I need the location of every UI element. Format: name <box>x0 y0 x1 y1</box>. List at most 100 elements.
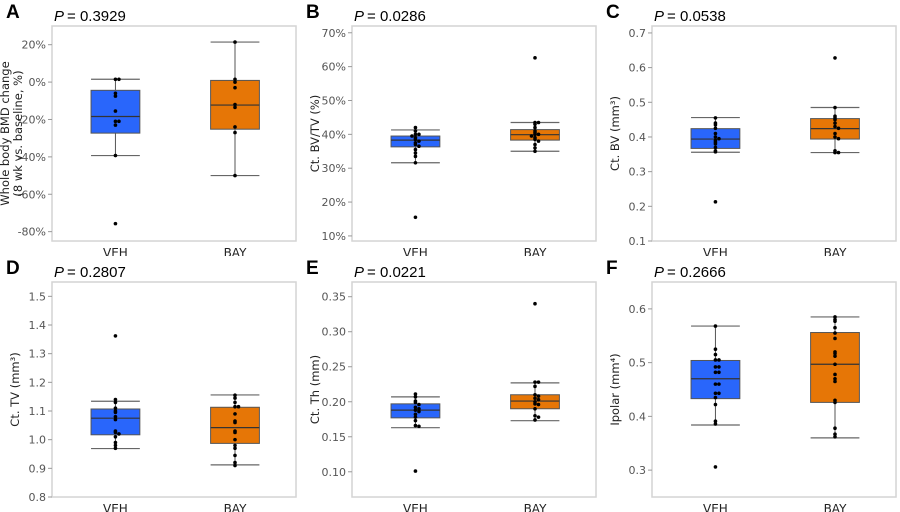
data-point <box>533 413 537 418</box>
box-group-veh <box>90 334 141 451</box>
data-point <box>233 105 237 110</box>
box-group-veh <box>390 392 441 473</box>
y-tick-label: 0.10 <box>322 466 347 479</box>
data-point <box>233 463 237 468</box>
data-point <box>413 405 418 410</box>
data-point <box>233 420 237 425</box>
data-point <box>233 400 237 405</box>
data-point <box>713 142 718 146</box>
y-axis-title: Ipolar (mm⁴) <box>608 353 622 425</box>
data-point <box>717 365 721 369</box>
y-tick-label: 0.15 <box>322 431 347 444</box>
data-point <box>417 144 421 148</box>
panel-letter: B <box>306 2 320 23</box>
data-point <box>533 146 537 150</box>
plot-frame <box>651 281 897 498</box>
box-group-veh <box>690 116 741 204</box>
data-point <box>833 331 837 335</box>
data-point <box>836 150 841 155</box>
data-point <box>536 139 541 143</box>
y-axis-title: Ct. BV/TV (%) <box>308 95 322 173</box>
data-point <box>833 150 837 155</box>
x-tick-label: BAY <box>224 246 248 256</box>
data-point <box>713 422 718 426</box>
y-tick-label: 0.9 <box>29 462 47 475</box>
data-point <box>533 149 537 154</box>
data-point <box>233 430 237 435</box>
y-tick-label: 0.25 <box>322 361 347 374</box>
data-point <box>717 358 721 362</box>
x-tick-label: BAY <box>824 502 848 512</box>
y-tick-label: 60% <box>322 61 346 74</box>
data-point <box>413 129 418 133</box>
data-point <box>833 117 837 122</box>
x-tick-label: BAY <box>824 246 848 256</box>
data-point <box>717 382 721 386</box>
x-tick-label: BAY <box>224 502 248 512</box>
plot-frame <box>351 281 597 498</box>
data-point <box>833 351 837 356</box>
data-point <box>533 125 537 130</box>
p-label: P <box>654 8 664 25</box>
y-tick-label: 0.4 <box>629 410 647 423</box>
y-tick-label: 1.0 <box>29 434 47 447</box>
plot-frame <box>651 25 897 242</box>
data-point <box>113 91 118 96</box>
data-point <box>833 376 837 381</box>
data-point <box>536 132 541 137</box>
panel-e: E P = 0.0221 0.35 0.30 0.25 0.20 0.15 0.10 Ct. Th… <box>300 256 600 512</box>
data-point <box>833 121 837 125</box>
data-point <box>417 402 421 407</box>
data-point <box>833 426 837 430</box>
data-point <box>533 380 537 384</box>
data-point <box>413 415 418 419</box>
y-tick-label: 0.35 <box>322 291 347 304</box>
p-value-text: = 0.3929 <box>67 8 126 25</box>
data-point <box>833 432 837 436</box>
plot-frame <box>51 25 297 242</box>
p-value: P = 0.2807 <box>54 264 126 281</box>
y-axis-title: Ct. Th (mm) <box>308 355 322 424</box>
data-point <box>713 382 718 386</box>
data-point <box>113 410 118 415</box>
data-point <box>533 56 537 60</box>
data-point <box>536 397 541 402</box>
data-point <box>233 85 237 90</box>
y-axis-title: Ct. TV (mm³) <box>8 352 22 426</box>
data-point <box>536 120 541 125</box>
y-tick-label: 70% <box>322 27 346 40</box>
data-point <box>713 150 718 154</box>
data-point <box>233 130 237 135</box>
data-point <box>113 414 118 419</box>
y-tick-label: 0.2 <box>629 200 647 213</box>
y-tick-label: 0.8 <box>29 491 47 504</box>
data-point <box>233 80 237 84</box>
data-point <box>413 469 418 473</box>
data-point <box>833 435 837 439</box>
panel-a: A P = 0.3929 20% 0% -20% -40% -60% -80% Whole bod… <box>0 0 300 256</box>
p-label: P <box>54 264 64 281</box>
y-tick-label: 0.5 <box>629 357 647 370</box>
y-tick-label: 0% <box>29 76 46 89</box>
data-point <box>233 404 237 409</box>
data-point <box>113 430 118 435</box>
p-label: P <box>354 8 364 25</box>
data-point <box>236 404 241 409</box>
data-point <box>233 460 237 465</box>
data-point <box>533 392 537 397</box>
data-point <box>713 352 718 357</box>
x-tick-label: VEH <box>403 246 428 256</box>
data-point <box>713 123 718 127</box>
y-tick-label: 20% <box>22 39 46 52</box>
y-tick-label: -40% <box>18 151 46 164</box>
y-tick-label: 1.5 <box>29 290 47 303</box>
p-value-text: = 0.2666 <box>667 264 726 281</box>
data-point <box>413 160 418 165</box>
data-point <box>113 440 118 445</box>
panel-letter: C <box>606 2 620 23</box>
data-point <box>536 402 541 407</box>
data-point <box>233 412 237 416</box>
p-value-text: = 0.2807 <box>67 264 126 281</box>
x-tick-label: BAY <box>524 246 548 256</box>
box-plot-f: F P = 0.2666 0.6 0.5 0.4 0.3 Ipolar (mm⁴) VEH BAY <box>606 258 897 512</box>
